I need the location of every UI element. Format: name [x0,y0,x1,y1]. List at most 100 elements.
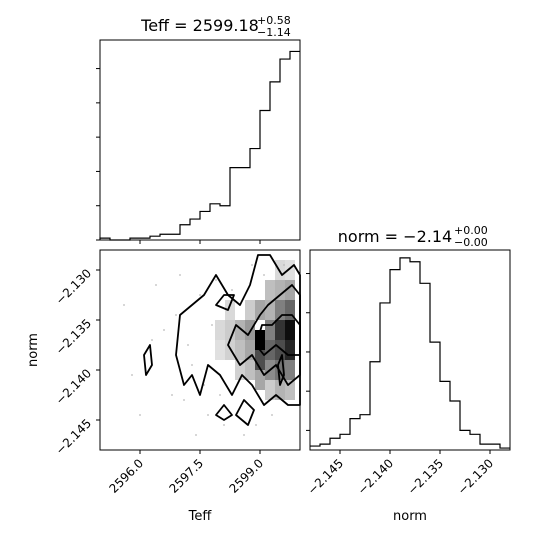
norm-x-tick-label: −2.140 [355,456,396,497]
norm-histogram-bar [400,258,410,450]
density-cell [215,340,225,360]
teff-histogram-bar [160,234,170,240]
norm-histogram-bar [390,270,400,450]
density-cell [225,320,235,340]
scatter-point [283,264,285,266]
density-cell [265,320,275,340]
scatter-point [243,434,245,436]
norm-x-tick-label: −2.130 [455,456,496,497]
joint-x-tick-label: 2596.0 [107,456,147,496]
density-cell [255,330,265,350]
scatter-point [195,434,197,436]
contour-line [277,354,285,386]
teff-histogram-bar [210,204,220,240]
scatter-point [131,374,133,376]
norm-histogram-bar [330,438,340,450]
teff-histogram-bar [230,168,240,240]
scatter-point [219,394,221,396]
norm-title-sub: −0.00 [454,236,488,249]
norm-histogram-bar [420,283,430,450]
density-cell [285,360,295,380]
norm-histogram-bar [490,444,500,450]
teff-histogram-bars [96,50,300,244]
density-cell [285,280,295,300]
contour-line [215,404,233,421]
norm-histogram-bar [470,434,480,450]
norm-histogram-bar [360,415,370,450]
teff-histogram-bar [150,236,160,240]
scatter-point [271,414,273,416]
norm-histogram-bar [410,262,420,450]
teff-histogram-bar [250,149,260,240]
teff-histogram-bar [270,82,280,240]
teff-histogram-step [99,50,300,241]
scatter-point [179,274,181,276]
scatter-point [251,264,253,266]
scatter-point [163,329,165,331]
norm-x-tick-label: −2.145 [305,456,346,497]
density-cell [285,380,295,400]
scatter-point [171,394,173,396]
teff-title-sup: +0.58 [257,14,291,27]
density-cell [235,360,245,380]
norm-title: norm = −2.14 [338,227,452,246]
density-cell [255,300,265,320]
density-cell [225,300,235,320]
scatter-point [199,294,201,296]
scatter-point [263,274,265,276]
scatter-point [155,284,157,286]
density-cell [235,340,245,360]
contour-line [143,344,153,376]
joint-y-tick-label: −2.140 [53,366,94,407]
density-cell [245,360,255,380]
density-cell [265,280,275,300]
joint-y-label: norm [26,333,41,367]
scatter-point [123,304,125,306]
norm-histogram-step [310,257,510,449]
norm-histogram-bar [430,342,440,450]
norm-histogram-bar [310,446,320,450]
teff-histogram-bar [280,59,290,240]
norm-histogram-bar [460,430,470,450]
scatter-point [231,289,233,291]
density-cell [275,280,285,300]
norm-histogram-bar [380,303,390,450]
scatter-point [139,414,141,416]
density-cell [215,320,225,340]
density-cell [285,300,295,320]
teff-histogram-bar [240,168,250,240]
teff-title-sub: −1.14 [257,26,291,39]
scatter-point [223,424,225,426]
norm-hist-frame [309,249,511,451]
density-cell [235,320,245,340]
density-cell [275,300,285,320]
norm-histogram-bar [480,444,490,450]
contour-line [235,399,255,426]
scatter-point [191,364,193,366]
density-cell [285,260,295,280]
scatter-point [255,424,257,426]
teff-histogram-bar [190,219,200,240]
teff-title: Teff = 2599.18 [140,16,259,35]
norm-histogram-bar [450,401,460,450]
density-cell [265,300,275,320]
joint-y-tick-label: −2.135 [53,316,94,357]
norm-x-label: norm [393,509,427,524]
teff-histogram-bar [200,211,210,240]
norm-x-tick-label: −2.135 [405,456,446,497]
norm-x-ticks: −2.145 −2.140 −2.135 −2.130 [305,450,496,498]
scatter-point [187,344,189,346]
norm-histogram-bars [306,257,510,450]
density-cell [265,380,275,400]
teff-histogram-bar [140,238,150,240]
teff-histogram-bar [100,238,110,240]
norm-histogram-bar [500,448,510,450]
scatter-point [207,414,209,416]
norm-title-sup: +0.00 [454,224,488,237]
teff-histogram-bar [220,206,230,240]
density-cell [285,340,295,360]
norm-histogram-bar [370,362,380,450]
joint-y-ticks: −2.130 −2.135 −2.140 −2.145 [53,266,100,458]
joint-y-tick-label: −2.145 [53,416,94,457]
